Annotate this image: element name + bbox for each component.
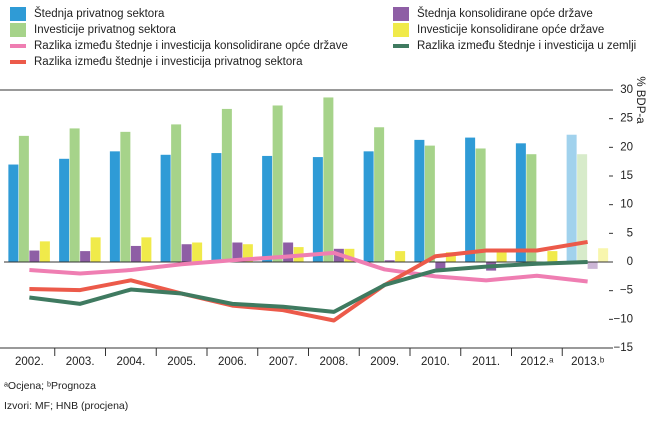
y-tick-label: 15: [620, 170, 633, 182]
bar: [566, 134, 577, 262]
legend-swatch: [10, 7, 26, 21]
bar: [526, 154, 537, 262]
legend-label: Razlika između štednje i investicija pri…: [34, 56, 303, 68]
bar: [465, 137, 476, 262]
legend-swatch: [393, 7, 409, 21]
y-tick-label: −10: [613, 313, 633, 325]
bar: [160, 154, 171, 262]
bar: [344, 248, 355, 262]
legend-label: Razlika između štednje i investicija kon…: [34, 40, 348, 52]
bar: [221, 108, 232, 262]
legend-swatch: [10, 44, 26, 48]
y-tick-label: 0: [627, 256, 633, 268]
bar: [262, 155, 273, 262]
bar: [8, 164, 19, 262]
note: ᵃOcjena; ᵇPrognoza: [4, 380, 96, 392]
bar: [363, 151, 374, 262]
y-tick-label: 5: [627, 227, 633, 239]
line: [29, 239, 588, 323]
bar: [424, 145, 435, 262]
x-tick-label: 2010.: [421, 356, 450, 368]
bar: [312, 157, 323, 262]
line: [29, 250, 588, 284]
legend-swatch: [10, 60, 26, 64]
bar: [192, 242, 203, 262]
x-tick-label: 2006.: [218, 356, 247, 368]
y-tick-label: 25: [620, 113, 633, 125]
x-tick-label: 2007.: [269, 356, 298, 368]
bar: [395, 251, 406, 262]
bar: [109, 151, 120, 262]
y-axis-label: % BDP-a: [634, 76, 646, 124]
bar: [141, 237, 152, 262]
legend-swatch: [393, 23, 409, 37]
bar: [515, 143, 526, 262]
x-tick-label: 2004.: [116, 356, 145, 368]
bar: [587, 262, 598, 269]
bar: [384, 260, 395, 262]
bar: [475, 148, 486, 262]
legend-swatch: [10, 23, 26, 37]
x-tick-label: 2009.: [370, 356, 399, 368]
source: Izvori: MF; HNB (procjena): [4, 400, 128, 412]
y-tick-label: 30: [620, 84, 633, 96]
bar: [445, 252, 456, 262]
bar: [211, 153, 222, 262]
legend-label: Investicije konsolidirane opće države: [417, 24, 604, 36]
bar: [374, 127, 385, 263]
legend-label: Štednja konsolidirane opće države: [417, 7, 593, 20]
legend-label: Razlika između štednje i investicija u z…: [417, 40, 636, 52]
y-tick-label: 20: [620, 141, 633, 153]
bar: [414, 139, 425, 262]
bar: [577, 154, 588, 262]
bar: [323, 97, 334, 262]
line: [29, 260, 588, 314]
bar: [120, 131, 131, 262]
bar: [232, 242, 243, 262]
bar: [29, 250, 40, 262]
bar: [547, 251, 558, 262]
x-tick-label: 2008.: [319, 356, 348, 368]
bar: [496, 252, 507, 262]
legend-label: Štednja privatnog sektora: [34, 7, 165, 20]
y-tick-label: −5: [620, 285, 633, 297]
bar: [39, 241, 50, 262]
y-tick-label: −15: [613, 342, 633, 354]
bar: [171, 124, 182, 263]
bar: [598, 248, 609, 262]
bar: [18, 135, 29, 262]
x-tick-label: 2013.ᵇ: [571, 356, 605, 368]
legend-swatch: [393, 44, 409, 48]
bar: [80, 251, 91, 262]
x-tick-label: 2005.: [167, 356, 196, 368]
x-tick-label: 2003.: [66, 356, 95, 368]
bar: [130, 245, 141, 262]
bar: [69, 128, 80, 262]
legend-label: Investicije privatnog sektora: [34, 24, 177, 36]
bar: [90, 237, 101, 262]
x-tick-label: 2011.: [472, 356, 500, 368]
x-tick-label: 2002.: [15, 356, 44, 368]
bar: [181, 244, 192, 262]
bar: [283, 242, 294, 262]
x-tick-label: 2012.ᵃ: [520, 356, 554, 368]
bar: [242, 244, 253, 262]
bar: [435, 262, 446, 270]
bar: [272, 105, 283, 262]
bar: [59, 158, 70, 262]
y-tick-label: 10: [620, 199, 633, 211]
